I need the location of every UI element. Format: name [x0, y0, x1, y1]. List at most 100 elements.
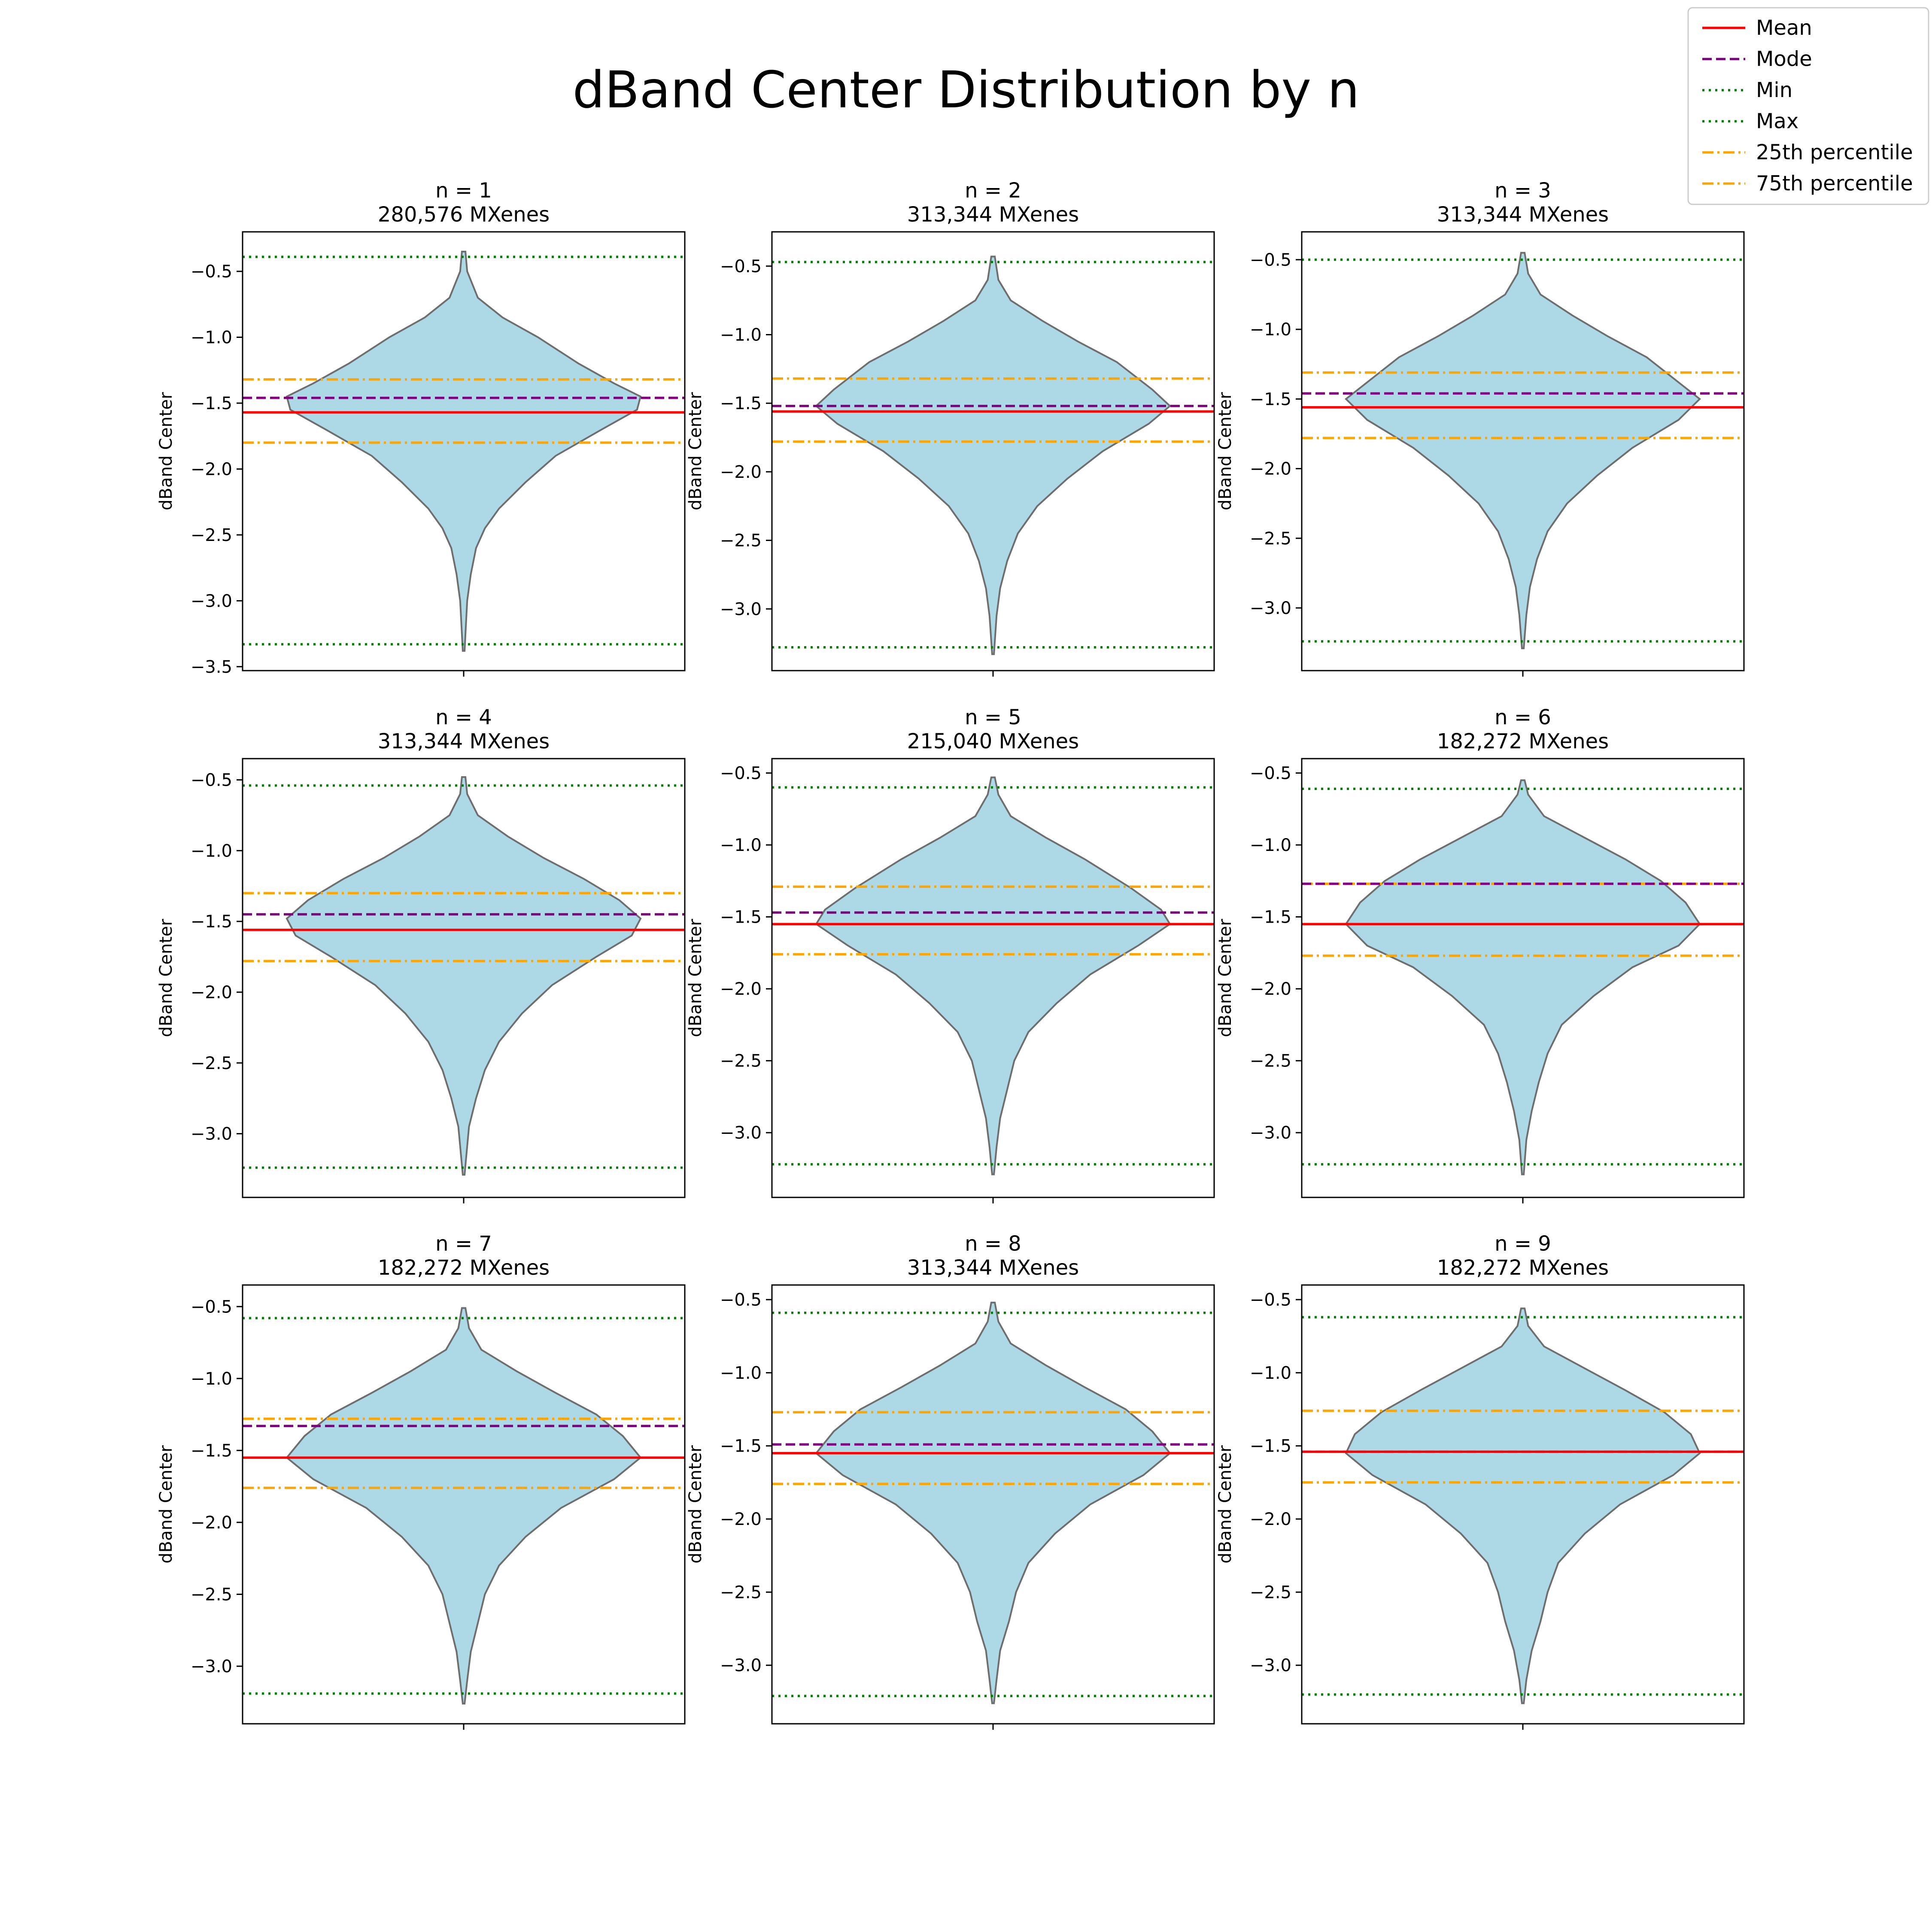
y-tick-label: −2.0: [191, 459, 232, 479]
y-tick-label: −3.5: [191, 657, 232, 677]
y-tick-label: −2.0: [1250, 1510, 1291, 1529]
y-tick-label: −1.5: [191, 1441, 232, 1461]
panel-subtitle: 313,344 MXenes: [378, 729, 550, 753]
violin-body: [814, 255, 1172, 655]
y-tick-label: −1.5: [720, 394, 762, 413]
y-tick-label: −0.5: [191, 770, 232, 790]
y-tick-label: −2.0: [1250, 979, 1291, 999]
panel-title: n = 8: [965, 1232, 1021, 1256]
y-tick-label: −1.5: [1250, 908, 1291, 927]
y-tick-label: −2.5: [1250, 529, 1291, 549]
y-tick-label: −1.0: [720, 835, 762, 855]
figure-title: dBand Center Distribution by n: [573, 60, 1360, 119]
y-tick-label: −0.5: [1250, 764, 1291, 784]
y-axis-label: dBand Center: [156, 1445, 176, 1564]
panel-title: n = 9: [1495, 1232, 1551, 1256]
y-tick-label: −0.5: [720, 1290, 762, 1310]
legend-label-min: Min: [1756, 78, 1792, 102]
panel-grid: −0.5 −1.0 −1.5 −2.0 −2.5 −3.0 −3.5 dBand Center…: [156, 179, 1745, 1730]
violin-body: [815, 1301, 1171, 1704]
legend-label-max: Max: [1756, 109, 1798, 134]
y-tick-label: −1.0: [1250, 835, 1291, 855]
y-tick-label: −2.5: [720, 1583, 762, 1602]
legend-label-mode: Mode: [1756, 47, 1812, 71]
legend-box: [1687, 7, 1929, 205]
legend-label-mean: Mean: [1756, 16, 1812, 40]
y-tick-label: −0.5: [1250, 1290, 1291, 1310]
y-axis-label: dBand Center: [1215, 1445, 1235, 1564]
y-tick-label: −2.0: [720, 462, 762, 482]
violin-panel: −0.5 −1.0 −1.5 −2.0 −2.5 −3.0 dBand Center n = …: [156, 705, 686, 1203]
y-tick-label: −1.0: [191, 1369, 232, 1389]
panel-title: n = 3: [1495, 179, 1551, 203]
violin-body: [1345, 779, 1701, 1176]
y-tick-label: −3.0: [720, 1123, 762, 1143]
y-axis-label: dBand Center: [686, 919, 705, 1037]
y-axis-label: dBand Center: [156, 919, 176, 1037]
y-tick-label: −1.5: [191, 394, 232, 413]
violin-body: [286, 251, 642, 652]
legend-label-p75: 75th percentile: [1756, 172, 1913, 196]
y-tick-label: −0.5: [191, 1297, 232, 1317]
panel-title: n = 6: [1495, 705, 1551, 729]
y-tick-label: −1.5: [191, 912, 232, 932]
y-tick-label: −3.0: [720, 599, 762, 619]
legend: Mean Mode Min Max 25th percentile 75th percen…: [1687, 7, 1929, 205]
violin-panel: −0.5 −1.0 −1.5 −2.0 −2.5 −3.0 dBand Center n = …: [686, 179, 1215, 677]
y-axis-label: dBand Center: [686, 392, 705, 510]
panel-subtitle: 313,344 MXenes: [1437, 203, 1609, 227]
panel-title: n = 4: [435, 705, 492, 729]
y-tick-label: −3.0: [191, 591, 232, 611]
y-tick-label: −1.5: [1250, 1437, 1291, 1456]
y-tick-label: −1.0: [191, 328, 232, 348]
y-tick-label: −3.0: [720, 1656, 762, 1676]
y-axis-label: dBand Center: [1215, 392, 1235, 510]
violin-panel: −0.5 −1.0 −1.5 −2.0 −2.5 −3.0 dBand Center n = …: [1215, 1232, 1745, 1730]
y-tick-label: −2.5: [191, 1585, 232, 1604]
y-tick-label: −0.5: [1250, 250, 1291, 270]
y-tick-label: −3.0: [191, 1657, 232, 1677]
y-tick-label: −2.0: [191, 983, 232, 1002]
y-tick-label: −2.5: [720, 1051, 762, 1071]
y-tick-label: −0.5: [720, 257, 762, 276]
panel-title: n = 2: [965, 179, 1021, 203]
violin-panel: −0.5 −1.0 −1.5 −2.0 −2.5 −3.0 dBand Center n = …: [1215, 705, 1745, 1203]
panel-subtitle: 313,344 MXenes: [907, 203, 1079, 227]
y-tick-label: −2.5: [720, 531, 762, 551]
violin-panel: −0.5 −1.0 −1.5 −2.0 −2.5 −3.0 dBand Center n = …: [686, 705, 1215, 1203]
violin-body: [815, 776, 1171, 1176]
y-tick-label: −3.0: [1250, 1656, 1291, 1676]
y-tick-label: −2.5: [1250, 1583, 1291, 1602]
violin-panel: −0.5 −1.0 −1.5 −2.0 −2.5 −3.0 dBand Center n = …: [156, 1232, 686, 1730]
panel-title: n = 7: [435, 1232, 492, 1256]
y-tick-label: −1.0: [1250, 320, 1291, 340]
legend-label-p25: 25th percentile: [1756, 140, 1913, 164]
y-tick-label: −1.0: [1250, 1363, 1291, 1383]
y-tick-label: −2.5: [191, 526, 232, 545]
y-tick-label: −1.0: [191, 841, 232, 861]
y-tick-label: −1.5: [720, 1437, 762, 1456]
y-tick-label: −0.5: [720, 764, 762, 784]
panel-subtitle: 182,272 MXenes: [378, 1256, 550, 1280]
y-axis-label: dBand Center: [1215, 919, 1235, 1037]
y-tick-label: −1.0: [720, 1363, 762, 1383]
y-tick-label: −2.5: [191, 1054, 232, 1073]
violin-panel: −0.5 −1.0 −1.5 −2.0 −2.5 −3.0 −3.5 dBand Center…: [156, 179, 686, 677]
panel-subtitle: 182,272 MXenes: [1437, 1256, 1609, 1280]
panel-subtitle: 182,272 MXenes: [1437, 729, 1609, 753]
y-tick-label: −3.0: [1250, 1123, 1291, 1143]
violin-body: [286, 1307, 642, 1705]
panel-subtitle: 313,344 MXenes: [907, 1256, 1079, 1280]
y-tick-label: −0.5: [191, 262, 232, 282]
y-tick-label: −1.0: [720, 325, 762, 345]
y-tick-label: −2.0: [191, 1513, 232, 1533]
panel-subtitle: 280,576 MXenes: [378, 203, 550, 227]
y-tick-label: −2.0: [1250, 459, 1291, 479]
y-tick-label: −1.5: [1250, 389, 1291, 409]
y-tick-label: −1.5: [720, 908, 762, 927]
y-tick-label: −2.0: [720, 1510, 762, 1529]
y-tick-label: −3.0: [191, 1124, 232, 1144]
y-tick-label: −2.5: [1250, 1051, 1291, 1071]
y-tick-label: −3.0: [1250, 598, 1291, 618]
